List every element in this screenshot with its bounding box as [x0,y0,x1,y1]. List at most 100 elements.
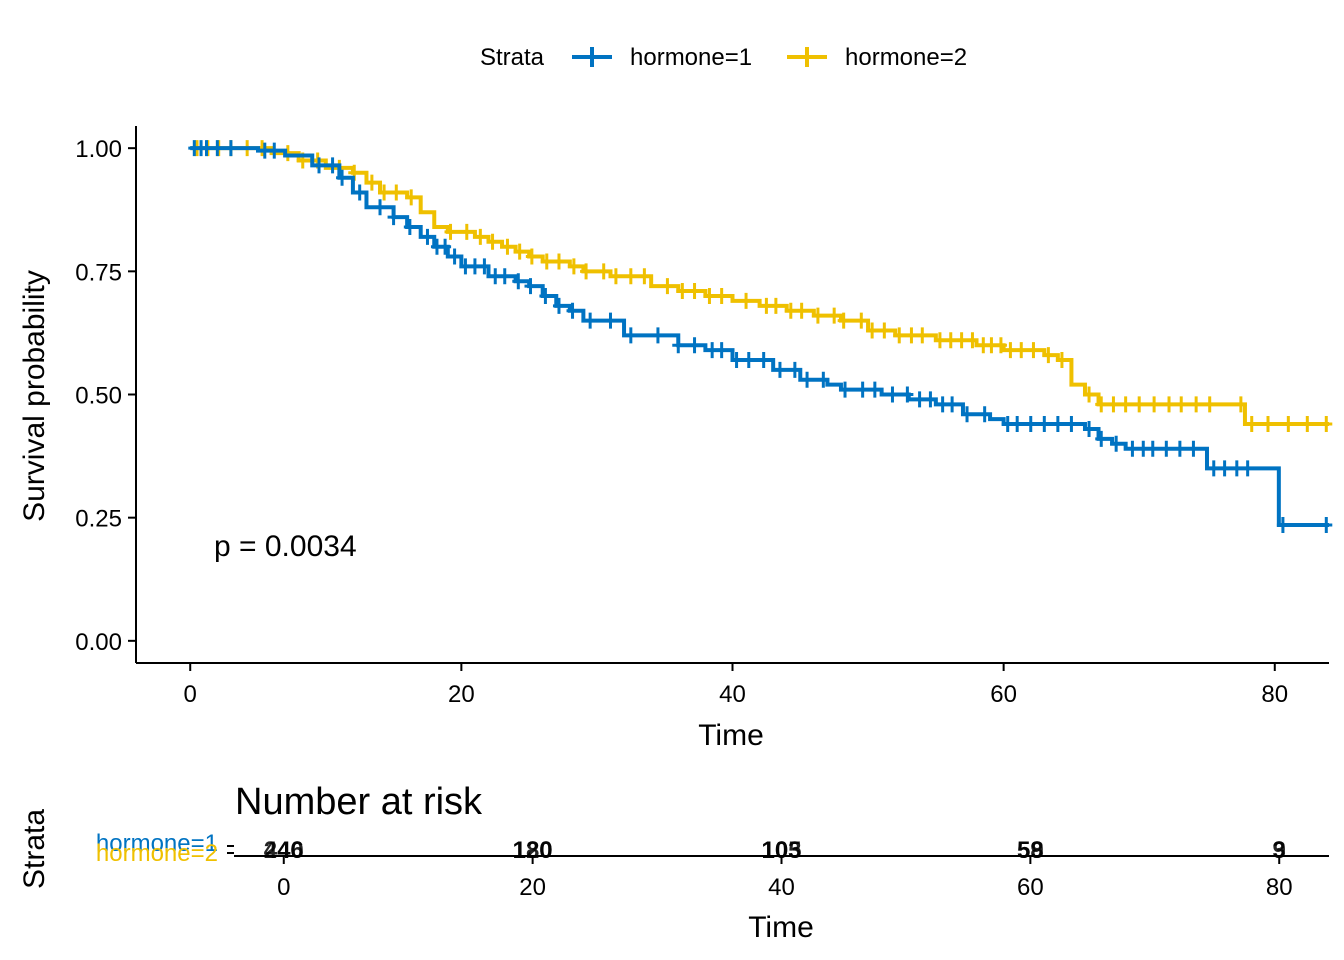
censor-mark [1146,440,1159,457]
censor-mark [224,140,237,157]
censor-mark [1230,460,1243,477]
censor-mark [387,209,400,226]
censor-mark [773,361,786,378]
censor-mark [460,223,473,240]
censor-mark [1207,460,1220,477]
censor-mark [421,228,434,245]
censor-mark [837,312,850,329]
y-tick-label: 0.75 [75,259,122,286]
x-tick-label: 80 [1261,681,1288,708]
censor-mark [1276,517,1289,534]
censor-mark [913,391,926,408]
risk-x-axis-label: Time [748,911,814,944]
censor-mark [817,371,830,388]
censor-mark [1234,396,1247,413]
censor-mark [1095,396,1108,413]
risk-row-label-1: hormone=1 [96,830,218,857]
censor-mark [916,327,929,344]
censor-mark [1203,396,1216,413]
censor-mark [1065,416,1078,433]
censor-mark [552,253,565,270]
censor-mark [513,243,526,260]
censor-mark [839,381,852,398]
censor-mark [715,342,728,359]
censor-mark [597,263,610,280]
y-tick-label: 1.00 [75,136,122,163]
censor-mark [672,337,685,354]
censor-mark [1038,416,1051,433]
risk-value: 9 [1273,837,1286,864]
series-hormone=2 [190,140,1333,433]
censor-mark [1261,416,1274,433]
plot-panel: 0.00 0.25 0.50 0.75 1.00 0 20 40 60 80 Survival … [18,126,1333,752]
censor-mark [715,287,728,304]
censor-mark [1173,440,1186,457]
censor-mark [439,238,452,255]
censor-mark [661,278,674,295]
risk-table-title: Number at risk [235,781,483,823]
censor-mark [788,361,801,378]
x-tick-label: 20 [448,681,475,708]
risk-x-tick-label: 60 [1017,874,1044,901]
censor-mark [1055,352,1068,369]
legend-label: hormone=1 [630,44,752,71]
legend-item-2: hormone=2 [787,44,967,71]
censor-mark [651,327,664,344]
censor-mark [1110,435,1123,452]
censor-mark [676,283,689,300]
censor-mark [525,248,538,265]
censor-mark [1320,517,1333,534]
risk-row-label-2: hormone=2 [96,840,218,867]
censor-mark [1320,416,1333,433]
censor-mark [893,327,906,344]
censor-mark [946,396,959,413]
censor-mark [566,302,579,319]
series-hormone=1 [188,140,1333,534]
y-tick-label: 0.25 [75,506,122,533]
censor-mark [868,381,881,398]
censor-mark [742,352,755,369]
x-tick-label: 60 [990,681,1017,708]
censor-mark [944,332,957,349]
censor-mark [1119,396,1132,413]
x-ticks: 0 20 40 60 80 [184,663,1288,708]
censor-mark [580,263,593,280]
censor-mark [478,258,491,275]
censor-mark [552,297,565,314]
censor-mark [1051,416,1064,433]
censor-mark [448,248,461,265]
censor-mark [1245,416,1258,433]
risk-table-y-label: Strata [18,809,51,889]
censor-mark [886,386,899,403]
risk-x-tick-label: 80 [1266,874,1293,901]
censor-mark [609,268,622,285]
censor-mark [584,312,597,329]
censor-mark [374,199,387,216]
censor-mark [211,140,224,157]
censor-mark [1241,460,1254,477]
censor-mark [200,140,213,157]
censor-mark [1282,416,1295,433]
censor-mark [1083,420,1096,437]
censor-mark [1175,396,1188,413]
censor-mark [624,268,637,285]
censor-mark [901,386,914,403]
censor-mark [1126,440,1139,457]
x-axis-label: Time [698,719,764,752]
legend: Strata hormone=1 hormone=2 [480,44,967,71]
censor-mark [524,278,537,295]
censor-mark [856,381,869,398]
censor-mark [955,332,968,349]
censor-mark [784,302,797,319]
censor-mark [878,322,891,339]
censor-mark [604,312,617,329]
censor-mark [1301,416,1314,433]
censor-mark [924,391,937,408]
censor-mark [1160,440,1173,457]
censor-mark [966,332,979,349]
censor-mark [1024,416,1037,433]
censor-mark [1133,396,1146,413]
censor-mark [994,337,1007,354]
risk-x-tick-label: 0 [277,874,290,901]
censor-mark [638,268,651,285]
